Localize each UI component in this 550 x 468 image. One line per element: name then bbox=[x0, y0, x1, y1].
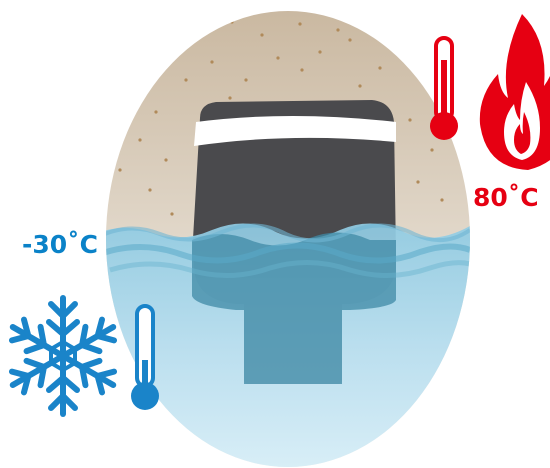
thermometer-icon bbox=[131, 304, 159, 410]
snowflake-icon bbox=[8, 295, 118, 417]
hot-temperature-label: 80˚C bbox=[473, 183, 539, 212]
scene-oval bbox=[106, 11, 470, 467]
flame-icon bbox=[479, 14, 550, 170]
cold-temperature-label: -30˚C bbox=[22, 230, 99, 259]
water bbox=[106, 223, 470, 467]
sand-speckles bbox=[118, 20, 444, 216]
device-band bbox=[194, 116, 396, 146]
thermometer-icon bbox=[430, 36, 458, 140]
